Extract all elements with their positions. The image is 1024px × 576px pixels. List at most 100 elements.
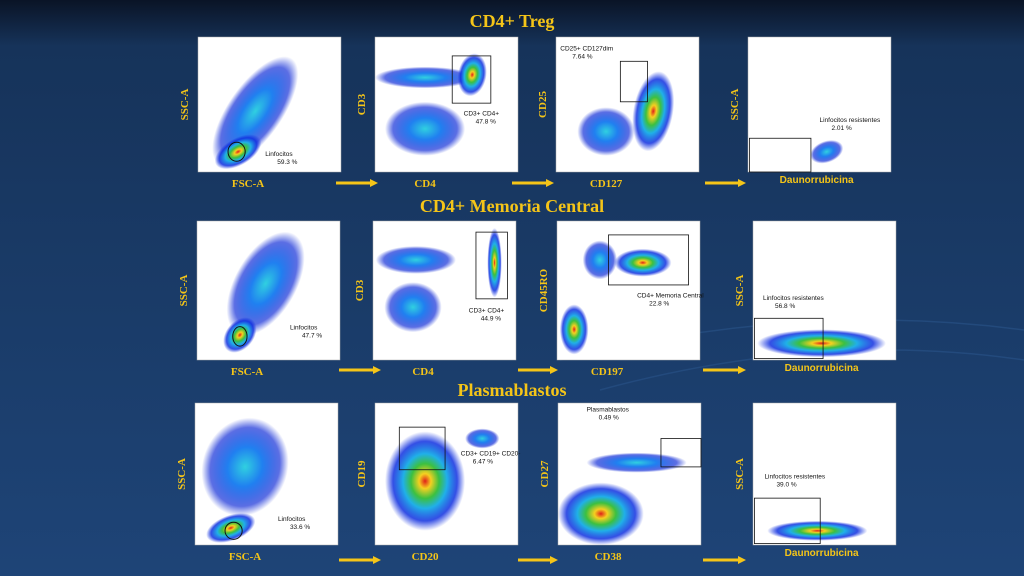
density-blob xyxy=(385,101,466,156)
x-axis-label: Daunorrubicina xyxy=(785,363,859,374)
density-blob xyxy=(223,317,257,353)
gate-value: 33.6 % xyxy=(290,524,310,531)
gate xyxy=(619,60,648,103)
density-blob xyxy=(582,240,618,280)
density-blob xyxy=(487,227,502,298)
density-blob xyxy=(206,513,256,543)
gate-value: 7.64 % xyxy=(572,54,592,61)
gate xyxy=(398,426,446,471)
section-title: Plasmablastos xyxy=(457,380,566,400)
density-blob xyxy=(767,520,868,541)
gate-value: 39.0 % xyxy=(776,481,796,488)
gate xyxy=(232,326,248,347)
gate xyxy=(451,55,492,104)
arrow-head xyxy=(738,366,746,374)
gate-label: Linfocitos resistentes xyxy=(764,473,825,480)
arrow-head xyxy=(738,179,746,187)
gate-value: 22.8 % xyxy=(649,300,669,307)
density-blob xyxy=(212,56,299,167)
gate xyxy=(754,317,824,360)
arrow-head xyxy=(373,556,381,564)
y-axis-label: CD19 xyxy=(356,460,368,487)
y-axis-label: CD3 xyxy=(354,279,366,301)
plot-area xyxy=(555,36,700,173)
arrow-head xyxy=(738,556,746,564)
gate-value: 47.7 % xyxy=(302,332,322,339)
gate-label: CD3+ CD19+ CD20- xyxy=(461,451,521,458)
density-blob xyxy=(201,417,289,517)
y-axis-label: SSC-A xyxy=(176,458,188,490)
x-axis-label: CD127 xyxy=(590,178,623,190)
gate-value: 59.3 % xyxy=(277,159,297,166)
section-title: CD4+ Treg xyxy=(470,11,555,31)
gate xyxy=(227,141,246,162)
gate-value: 2.01 % xyxy=(832,125,852,132)
y-axis-label: SSC-A xyxy=(178,275,190,307)
density-blob xyxy=(226,231,305,336)
gate xyxy=(224,521,243,540)
density-blob xyxy=(757,329,886,358)
y-axis-label: SSC-A xyxy=(734,275,746,307)
density-blob xyxy=(559,304,589,355)
arrow-head xyxy=(546,179,554,187)
x-axis-label: FSC-A xyxy=(232,178,264,190)
gate-label: Linfocitos xyxy=(278,516,306,523)
density-blob xyxy=(632,71,675,152)
gate xyxy=(754,497,821,544)
density-blob xyxy=(385,431,466,531)
gate xyxy=(608,234,689,286)
density-blob xyxy=(375,66,476,89)
density-blob xyxy=(214,134,262,170)
x-axis-label: CD4 xyxy=(414,178,436,190)
gate-label: CD3+ CD4+ xyxy=(464,110,500,117)
plot-area xyxy=(374,36,519,173)
gate-value: 44.9 % xyxy=(481,316,501,323)
gate-label: CD3+ CD4+ xyxy=(469,308,505,315)
section-title: CD4+ Memoria Central xyxy=(420,196,604,216)
gate-value: 47.8 % xyxy=(476,118,496,125)
gate-value: 6.47 % xyxy=(473,459,493,466)
y-axis-label: CD27 xyxy=(539,460,551,487)
dot-plot: CD3+ CD4+47.8 % xyxy=(374,36,519,173)
density-blob xyxy=(457,53,487,97)
y-axis-label: SSC-A xyxy=(734,458,746,490)
x-axis-label: FSC-A xyxy=(229,551,261,563)
gate-label: Linfocitos resistentes xyxy=(820,117,881,124)
density-blob xyxy=(558,482,644,545)
y-axis-label: SSC-A xyxy=(729,89,741,121)
gate-value: 56.8 % xyxy=(775,303,795,310)
x-axis-label: CD4 xyxy=(412,366,434,378)
arrow-head xyxy=(550,366,558,374)
y-axis-label: CD45RO xyxy=(538,268,550,312)
density-blob xyxy=(586,452,687,473)
density-blob xyxy=(614,248,672,277)
gate-label: Plasmablastos xyxy=(587,407,630,414)
gate xyxy=(475,231,508,300)
arrow-head xyxy=(550,556,558,564)
arrow-head xyxy=(373,366,381,374)
density-blob xyxy=(375,246,456,274)
y-axis-label: SSC-A xyxy=(179,89,191,121)
x-axis-label: CD197 xyxy=(591,366,624,378)
arrow-head xyxy=(370,179,378,187)
x-axis-label: Daunorrubicina xyxy=(785,548,859,559)
gate-label: CD25+ CD127dim xyxy=(560,46,613,53)
gate-label: CD4+ Memoria Central xyxy=(637,292,704,299)
x-axis-label: Daunorrubicina xyxy=(780,175,854,186)
gate-label: Linfocitos resistentes xyxy=(763,295,824,302)
gate-label: Linfocitos xyxy=(265,151,293,158)
gate-label: Linfocitos xyxy=(290,324,318,331)
x-axis-label: FSC-A xyxy=(231,366,263,378)
dot-plot: CD3+ CD4+44.9 % xyxy=(372,220,517,361)
x-axis-label: CD38 xyxy=(595,551,622,563)
gate xyxy=(660,438,702,468)
